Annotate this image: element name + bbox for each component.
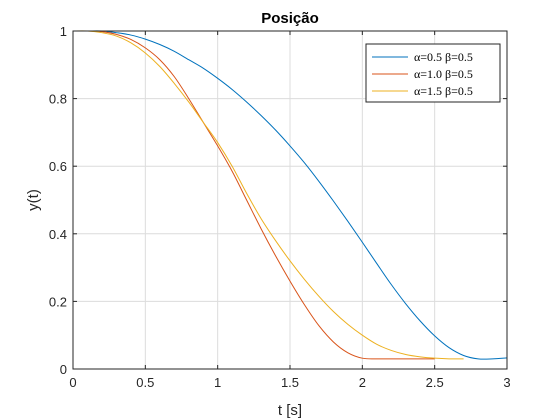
- y-tick-label: 0.8: [49, 92, 67, 107]
- x-tick-label: 2.5: [426, 375, 444, 390]
- x-tick-label: 2: [359, 375, 366, 390]
- x-axis-title: t [s]: [278, 402, 302, 419]
- legend: α=0.5 β=0.5 α=1.0 β=0.5 α=1.5 β=0.5: [365, 43, 501, 103]
- legend-label-0: α=0.5 β=0.5: [414, 50, 473, 64]
- legend-box: [365, 43, 501, 103]
- y-tick-label: 0: [60, 362, 67, 377]
- series-line-0: [73, 30, 508, 360]
- y-axis-title: y(t): [25, 189, 42, 211]
- legend-label-2: α=1.5 β=0.5: [414, 84, 473, 98]
- y-tick-label: 0.2: [49, 294, 67, 309]
- series-layer: [72, 30, 508, 360]
- y-tick-label: 0.6: [49, 159, 67, 174]
- x-tick-label: 1: [214, 375, 221, 390]
- y-tick-label: 1: [60, 24, 67, 39]
- series-line-2: [72, 30, 464, 360]
- y-tick-label: 0.4: [49, 227, 67, 242]
- x-tick-label: 0: [69, 375, 76, 390]
- chart-title: Posição: [261, 10, 319, 27]
- x-tick-label: 3: [503, 375, 510, 390]
- ticks: [72, 30, 508, 370]
- x-tick-label: 0.5: [136, 375, 154, 390]
- tick-labels: 0 0.5 1 1.5 2 2.5 3 0 0.2 0.4 0.6 0.8 1: [49, 24, 511, 390]
- legend-label-1: α=1.0 β=0.5: [414, 67, 473, 81]
- series-line-1: [72, 30, 435, 360]
- x-tick-label: 1.5: [281, 375, 299, 390]
